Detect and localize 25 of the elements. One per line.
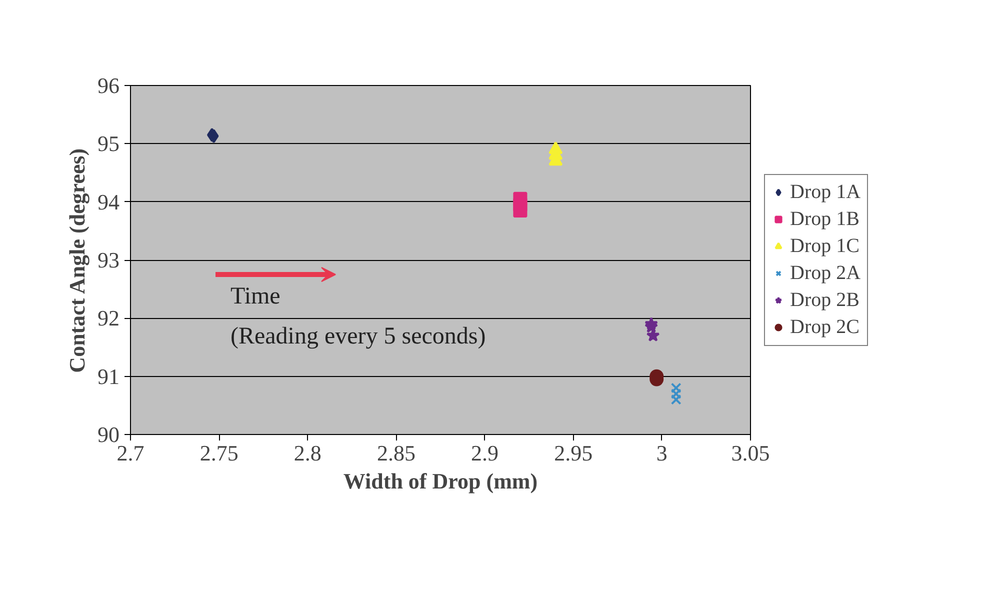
y-tick-label: 90 xyxy=(98,422,120,447)
x-tick-label: 3 xyxy=(656,440,668,466)
legend-label: Drop 1C xyxy=(790,234,860,258)
x-tick-label: 2.75 xyxy=(200,440,238,466)
legend-label: Drop 2C xyxy=(790,316,860,338)
annotation: (Reading every 5 seconds) xyxy=(230,324,486,350)
y-tick-label: 91 xyxy=(98,364,120,389)
x-tick-label: 3.05 xyxy=(731,440,770,466)
x-tick-label: 2.95 xyxy=(554,440,593,466)
x-tick-label: 2.9 xyxy=(471,440,499,466)
legend-label: Drop 2B xyxy=(790,288,860,312)
legend-label: Drop 2A xyxy=(790,262,861,284)
legend-label: Drop 1B xyxy=(790,208,860,230)
x-tick-label: 2.7 xyxy=(116,440,144,466)
y-tick-label: 95 xyxy=(98,131,120,156)
y-tick-label: 92 xyxy=(98,306,120,331)
x-axis-title: Width of Drop (mm) xyxy=(343,468,538,494)
y-tick-label: 96 xyxy=(98,73,120,98)
annotation: Time xyxy=(230,284,280,310)
y-axis-title: Contact Angle (degrees) xyxy=(64,148,90,373)
y-tick-label: 93 xyxy=(98,248,120,272)
y-tick-label: 94 xyxy=(98,189,120,214)
legend-label: Drop 1A xyxy=(790,180,861,204)
x-tick-label: 2.8 xyxy=(294,440,322,466)
x-tick-label: 2.85 xyxy=(376,440,416,466)
